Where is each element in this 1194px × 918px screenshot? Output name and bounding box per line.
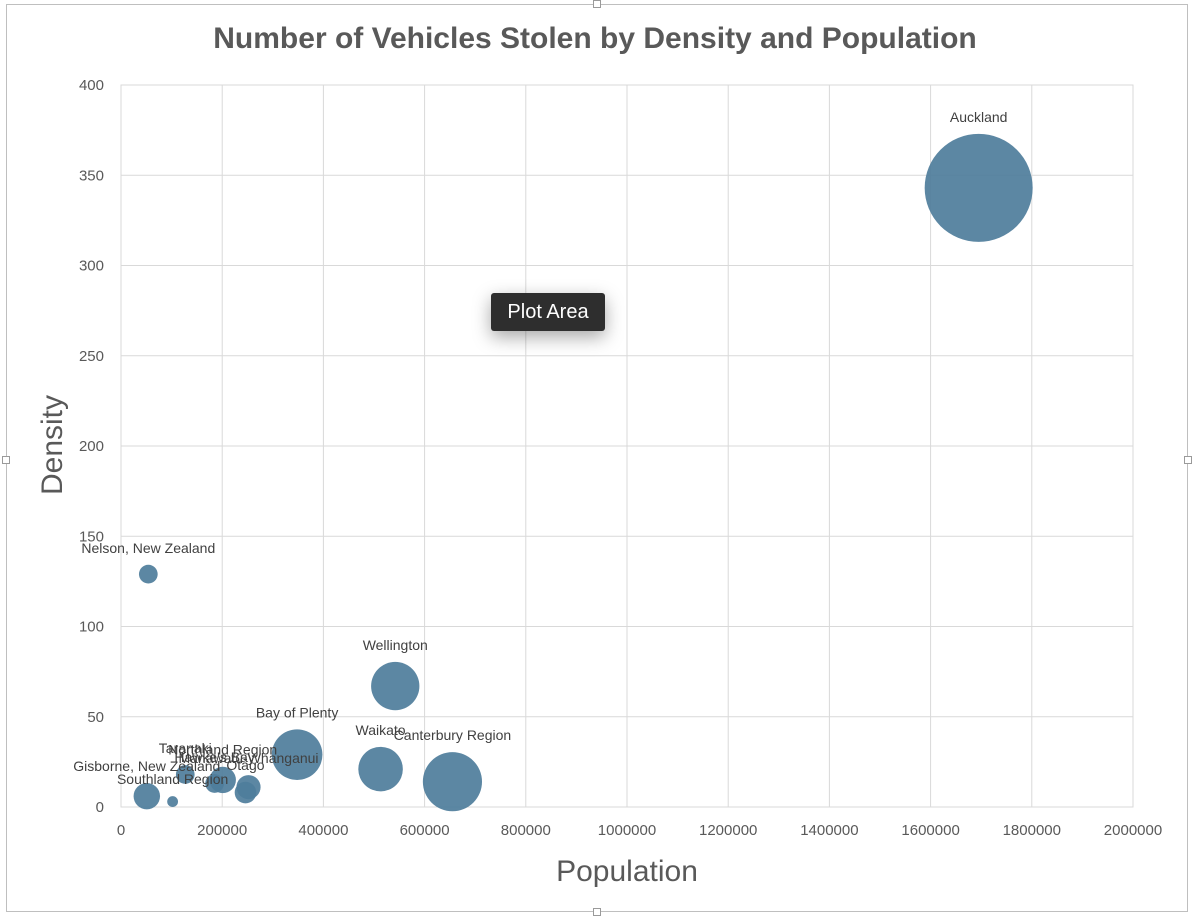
data-label: Nelson, New Zealand — [81, 540, 215, 556]
x-axis-ticks: 0 200000 400000 600000 800000 1000000 1200000 1… — [117, 822, 1162, 839]
data-label: Hawke's Bay — [174, 749, 254, 765]
x-tick-label: 1600000 — [901, 822, 959, 839]
data-label: Canterbury Region — [394, 727, 512, 743]
bubble-point[interactable] — [271, 729, 323, 780]
x-tick-label: 400000 — [298, 822, 348, 839]
resize-handle-right[interactable] — [1184, 456, 1192, 464]
bubble-series[interactable] — [133, 133, 1033, 812]
resize-handle-top[interactable] — [593, 0, 601, 8]
x-tick-label: 2000000 — [1104, 822, 1162, 839]
bubble-point[interactable] — [138, 564, 158, 584]
resize-handle-left[interactable] — [2, 456, 10, 464]
bubble-point[interactable] — [371, 661, 420, 711]
bubble-point[interactable] — [175, 765, 195, 784]
chart-title: Number of Vehicles Stolen by Density and… — [213, 22, 976, 55]
y-tick-label: 300 — [79, 258, 104, 275]
bubble-point[interactable] — [422, 752, 483, 812]
y-tick-label: 150 — [79, 528, 104, 545]
y-tick-label: 400 — [79, 77, 104, 94]
x-tick-label: 1200000 — [699, 822, 757, 839]
data-label: Northland Region — [168, 742, 277, 758]
x-tick-label: 0 — [117, 822, 125, 839]
data-label: Taranaki — [159, 740, 212, 756]
y-tick-label: 350 — [79, 167, 104, 184]
x-tick-label: 1000000 — [598, 822, 656, 839]
y-axis-ticks: 0 50 100 150 200 250 300 350 400 — [79, 77, 104, 816]
bubble-point[interactable] — [358, 746, 403, 792]
x-tick-label: 800000 — [501, 822, 551, 839]
bubble-point[interactable] — [234, 781, 257, 804]
y-tick-label: 200 — [79, 438, 104, 455]
x-axis-title: Population — [556, 855, 698, 888]
y-tick-label: 250 — [79, 348, 104, 365]
y-axis-title: Density — [36, 395, 69, 495]
x-tick-label: 200000 — [197, 822, 247, 839]
x-tick-label: 1400000 — [800, 822, 858, 839]
bubble-point[interactable] — [133, 782, 161, 810]
data-label: Manawatū-Whanganui — [178, 750, 318, 766]
plot-area-tooltip: Plot Area — [491, 293, 605, 331]
data-label: Bay of Plenty — [256, 704, 339, 720]
bubble-point[interactable] — [205, 774, 224, 793]
bubble-point[interactable] — [924, 133, 1033, 242]
y-tick-label: 100 — [79, 619, 104, 636]
resize-handle-bottom[interactable] — [593, 908, 601, 916]
plot-area[interactable] — [120, 84, 1134, 808]
data-label: Waikato — [356, 722, 406, 738]
data-label: Southland Region — [117, 771, 228, 787]
data-labels: Auckland Nelson, New Zealand Wellington Bay… — [73, 109, 1007, 787]
x-tick-label: 600000 — [400, 822, 450, 839]
y-tick-label: 50 — [87, 709, 104, 726]
bubble-point[interactable] — [167, 796, 179, 807]
data-label: Gisborne, New Zealand — [73, 758, 220, 774]
data-label: Wellington — [363, 637, 428, 653]
data-label: Otago — [226, 757, 264, 773]
data-label: Auckland — [950, 109, 1008, 125]
x-tick-label: 1800000 — [1003, 822, 1061, 839]
y-tick-label: 0 — [96, 799, 104, 816]
